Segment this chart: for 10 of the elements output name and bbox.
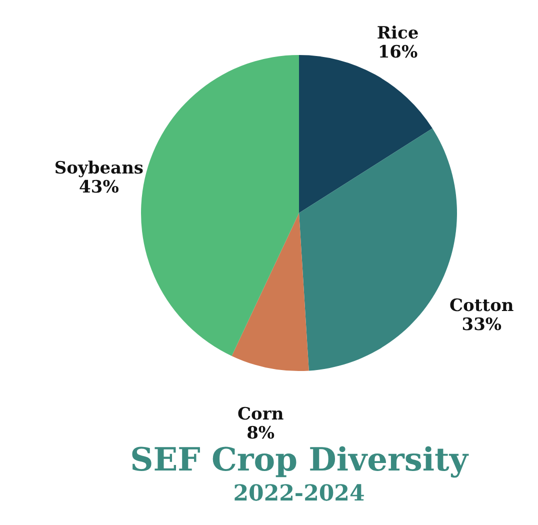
data-label: 16% <box>378 42 418 62</box>
data-label: 33% <box>462 315 502 336</box>
slice-label: Soybeans <box>54 158 144 178</box>
text: 2022-2024 <box>233 480 365 506</box>
slice-label: Corn <box>237 404 284 424</box>
pie-slice <box>232 213 309 371</box>
slice-label: Rice <box>376 23 419 44</box>
slice-label: Cotton <box>450 296 514 316</box>
data-label: 43% <box>79 177 119 198</box>
pie-slice <box>141 55 299 356</box>
